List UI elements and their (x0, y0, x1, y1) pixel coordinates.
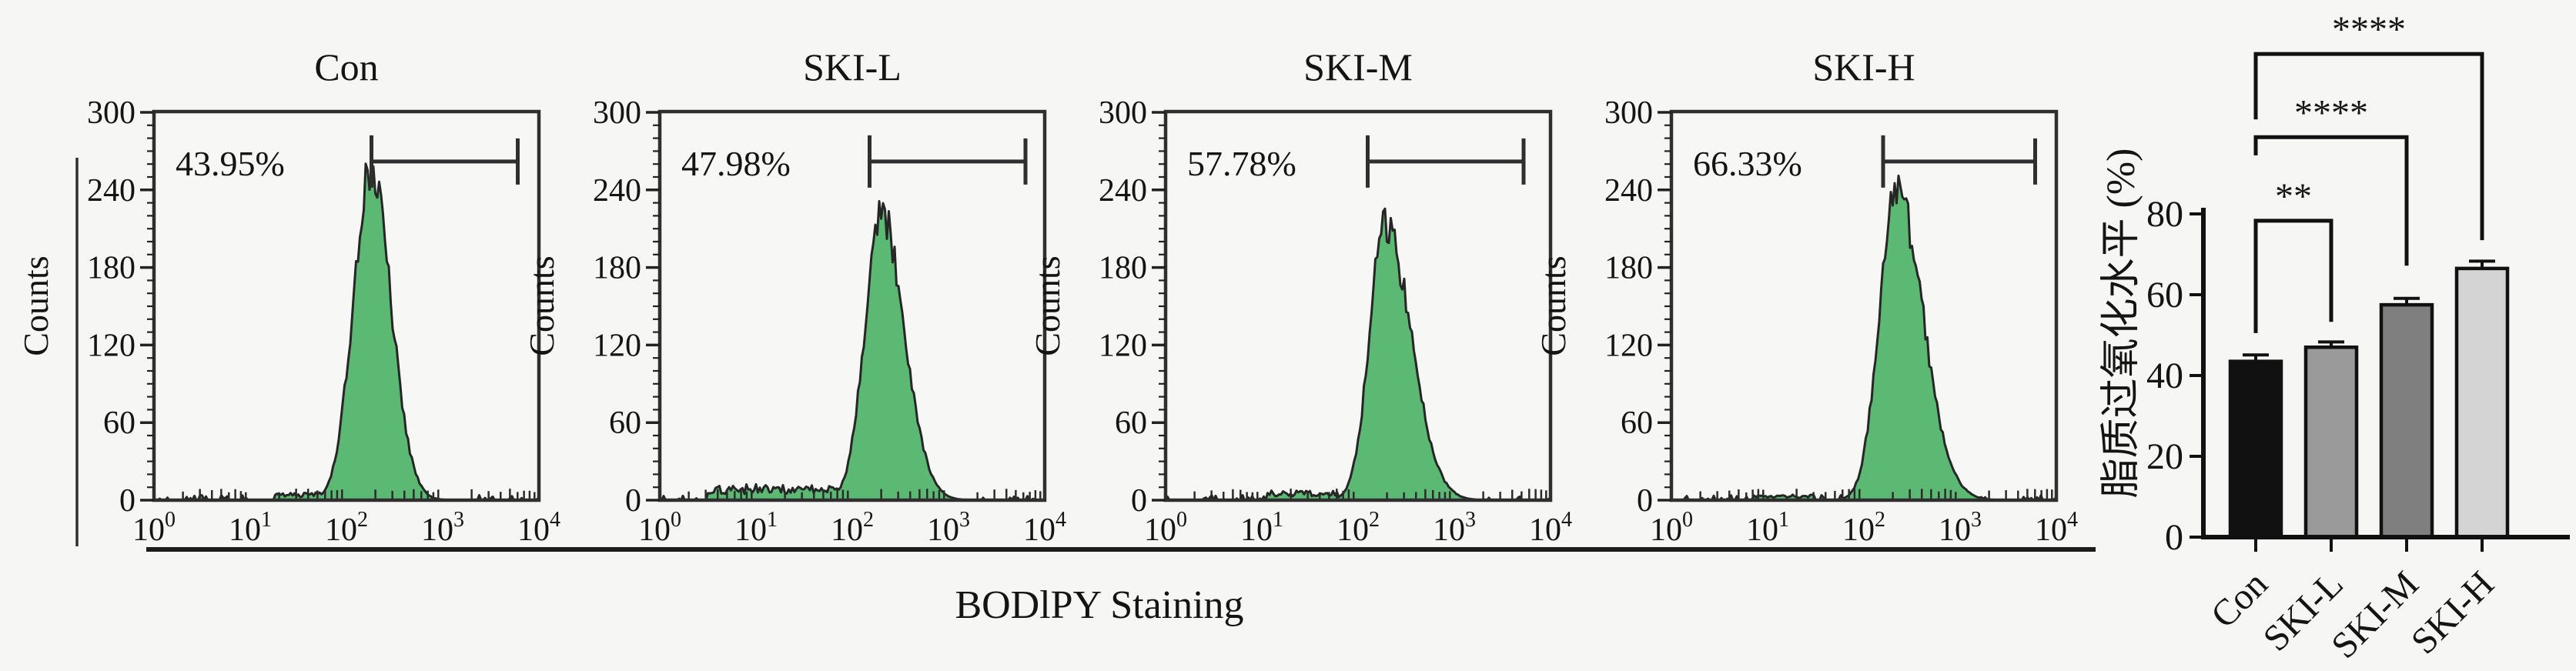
bottom-axis-label: BODlPY Staining (955, 583, 1243, 627)
bar-y-tick-label: 60 (2146, 275, 2183, 315)
significance-label: **** (2332, 9, 2406, 50)
y-tick-label: 0 (1637, 483, 1653, 519)
y-tick-label: 60 (609, 406, 641, 441)
y-tick-label: 300 (87, 95, 135, 131)
x-tick-label: 102 (325, 508, 368, 548)
x-tick-label: 104 (517, 508, 560, 548)
x-tick-label: 102 (831, 508, 874, 548)
bar-y-tick-label: 40 (2146, 356, 2183, 396)
significance-bracket-Con-SKI-M (2253, 135, 2409, 266)
panel-title: SKI-M (1303, 45, 1413, 88)
x-tick-label: 100 (1144, 508, 1187, 548)
gate-percent-label: 57.78% (1187, 144, 1296, 183)
bar-Con (2228, 359, 2283, 539)
x-tick-label: 103 (421, 508, 464, 548)
x-tick-label: 104 (2035, 508, 2078, 548)
gate-percent-label: 43.95% (176, 144, 285, 183)
y-tick-label: 180 (593, 251, 641, 286)
y-tick-label: 120 (1604, 328, 1653, 363)
bar-y-tick-label: 80 (2146, 194, 2183, 235)
bar-y-tick-label: 0 (2165, 517, 2183, 558)
x-tick-label: 100 (132, 508, 176, 548)
panel-title: SKI-H (1812, 45, 1915, 88)
gate-percent-label: 47.98% (681, 144, 791, 183)
panel-title: SKI-L (803, 45, 902, 88)
histogram-panel-Con: 0 60 120 180 240 300 100 101 102 103 104 43.95% Con C… (16, 45, 560, 548)
x-tick-label: 104 (1023, 508, 1066, 548)
counts-axis-label: Counts (16, 255, 55, 356)
y-tick-label: 300 (1604, 95, 1653, 131)
y-tick-label: 0 (119, 483, 135, 519)
y-tick-label: 240 (593, 173, 641, 209)
x-tick-label: 100 (638, 508, 681, 548)
histogram-panels-group: 0 60 120 180 240 300 100 101 102 103 104 43.95% Con C… (16, 45, 2078, 548)
histogram-panel-SKI-H: 0 60 120 180 240 300 100 101 102 103 104 66.33% SKI-… (1534, 45, 2078, 548)
y-tick-label: 0 (1131, 483, 1147, 519)
bar-y-axis-label: 脂质过氧化水平 (%) (2099, 149, 2143, 499)
significance-label: ** (2275, 176, 2312, 217)
x-tick-label: 103 (1939, 508, 1982, 548)
y-tick-label: 60 (1621, 406, 1653, 441)
x-tick-label: 104 (1529, 508, 1572, 548)
gate-percent-label: 66.33% (1693, 144, 1802, 183)
histogram-panel-SKI-M: 0 60 120 180 240 300 100 101 102 103 104 57.78% SKI-… (1028, 45, 1572, 548)
x-tick-label: 101 (734, 508, 778, 548)
y-tick-label: 240 (87, 173, 135, 209)
y-tick-label: 120 (1099, 328, 1147, 363)
y-tick-label: 300 (1099, 95, 1147, 131)
y-tick-label: 120 (87, 328, 135, 363)
counts-axis-label: Counts (1028, 255, 1067, 356)
x-tick-label: 101 (1240, 508, 1283, 548)
x-tick-label: 100 (1650, 508, 1693, 548)
panel-title: Con (314, 45, 378, 88)
significance-bracket-Con-SKI-H (2253, 52, 2484, 241)
y-tick-label: 180 (1099, 251, 1147, 286)
y-tick-label: 60 (1115, 406, 1147, 441)
plot-area (1671, 112, 2056, 500)
y-tick-label: 0 (625, 483, 641, 519)
y-tick-label: 300 (593, 95, 641, 131)
bar-category-label: SKI-M (2323, 563, 2427, 666)
bar-category-label: SKI-H (2404, 563, 2502, 662)
x-tick-label: 102 (1842, 508, 1885, 548)
x-tick-label: 103 (927, 508, 970, 548)
x-tick-label: 101 (229, 508, 272, 548)
y-tick-label: 180 (87, 251, 135, 286)
significance-label: **** (2294, 92, 2368, 133)
bar-SKI-M (2379, 302, 2434, 539)
bar-SKI-H (2454, 266, 2510, 539)
bar-y-tick-label: 20 (2146, 436, 2183, 477)
x-tick-label: 101 (1746, 508, 1789, 548)
y-tick-label: 240 (1604, 173, 1653, 209)
histogram-panel-SKI-L: 0 60 120 180 240 300 100 101 102 103 104 47.98% SKI-… (522, 45, 1066, 548)
counts-axis-label: Counts (1534, 255, 1573, 356)
significance-bracket-Con-SKI-L (2253, 219, 2333, 333)
y-tick-label: 240 (1099, 173, 1147, 209)
y-tick-label: 180 (1604, 251, 1653, 286)
x-tick-label: 102 (1337, 508, 1380, 548)
x-tick-label: 103 (1433, 508, 1476, 548)
bar-SKI-L (2303, 346, 2359, 539)
y-tick-label: 60 (103, 406, 135, 441)
counts-axis-label: Counts (522, 255, 561, 356)
y-tick-label: 120 (593, 328, 641, 363)
